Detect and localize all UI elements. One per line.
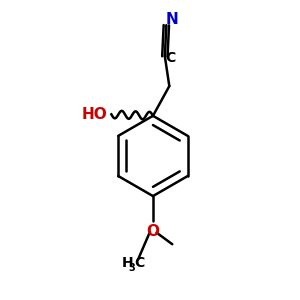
Text: O: O bbox=[146, 224, 160, 239]
Text: HO: HO bbox=[82, 107, 108, 122]
Text: H: H bbox=[122, 256, 134, 270]
Text: C: C bbox=[134, 256, 145, 270]
Text: N: N bbox=[165, 12, 178, 27]
Text: C: C bbox=[165, 51, 175, 65]
Text: 3: 3 bbox=[128, 263, 135, 273]
